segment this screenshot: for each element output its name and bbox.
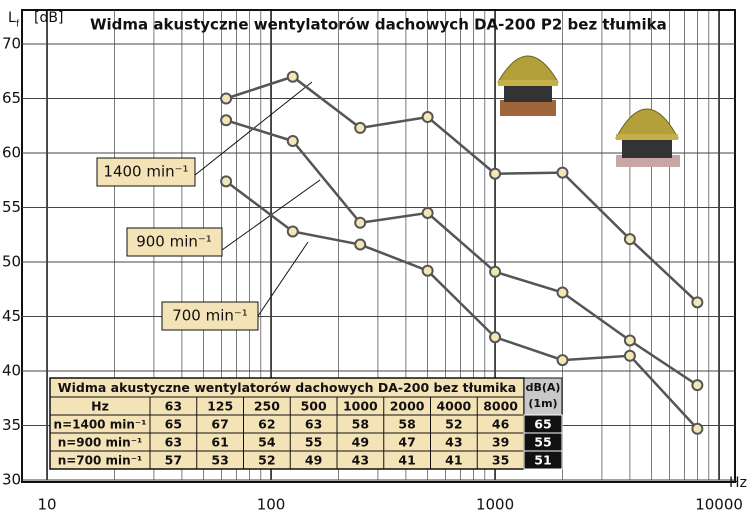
data-point <box>489 331 502 344</box>
series-line <box>225 119 699 387</box>
y-tick-label: 45 <box>2 307 21 325</box>
table-cell: 67 <box>211 417 228 432</box>
dba-cell: 65 <box>534 417 551 432</box>
table-cell: 43 <box>352 453 369 468</box>
y-tick-label: 50 <box>2 253 21 271</box>
table-cell: 57 <box>165 453 182 468</box>
data-point <box>421 111 434 124</box>
y-tick-label: 30 <box>2 471 21 489</box>
data-point <box>691 422 704 435</box>
y-tick-label: 35 <box>2 416 21 434</box>
row-label: n=900 min⁻¹ <box>58 436 143 450</box>
table-cell: 52 <box>258 453 275 468</box>
x-tick-label: 100 <box>257 496 286 514</box>
table-cell: 53 <box>211 453 228 468</box>
table-cell: 63 <box>305 417 322 432</box>
table-bg <box>49 377 525 470</box>
row-label: n=700 min⁻¹ <box>58 454 143 468</box>
data-point <box>354 121 367 134</box>
series-line <box>225 180 699 430</box>
callout-label: 700 min⁻¹ <box>172 307 248 325</box>
data-point <box>354 216 367 229</box>
table-header: 4000 <box>436 399 471 414</box>
dba-header: dB(A) (1m) <box>526 381 561 410</box>
table-cell: 49 <box>305 453 322 468</box>
data-point <box>489 167 502 180</box>
data-table: Widma akustyczne wentylatorów dachowych … <box>49 377 563 470</box>
table-header: Hz <box>91 399 109 414</box>
y-label: L <box>8 10 16 26</box>
y-tick-label: 60 <box>2 144 21 162</box>
table-cell: 49 <box>352 435 369 450</box>
data-point <box>556 166 569 179</box>
table-cell: 47 <box>398 435 415 450</box>
data-point <box>286 225 299 238</box>
y-tick-label: 55 <box>2 198 21 216</box>
table-cell: 58 <box>352 417 369 432</box>
fan-image <box>497 55 559 116</box>
table-cell: 46 <box>492 417 510 432</box>
table-cell: 52 <box>445 417 462 432</box>
callout-label: 1400 min⁻¹ <box>103 163 188 181</box>
data-point <box>354 238 367 251</box>
callout-label: 900 min⁻¹ <box>136 233 212 251</box>
table-cell: 35 <box>492 453 509 468</box>
dba-cell-bg <box>523 450 563 470</box>
data-point <box>556 354 569 367</box>
row-label: n=1400 min⁻¹ <box>54 418 147 432</box>
table-title: Widma akustyczne wentylatorów dachowych … <box>58 380 516 395</box>
table-header: 63 <box>165 399 182 414</box>
dba-cell: 51 <box>534 453 551 468</box>
table-cell: 54 <box>258 435 276 450</box>
x-label: Hz <box>729 475 747 491</box>
y-tick-label: 40 <box>2 362 21 380</box>
data-point <box>220 114 233 127</box>
data-point <box>286 135 299 148</box>
table-cell: 55 <box>305 435 322 450</box>
table-cell: 61 <box>211 435 228 450</box>
table-cell: 65 <box>165 417 182 432</box>
y-tick-label: 70 <box>2 35 21 53</box>
table-cell: 43 <box>445 435 462 450</box>
table-header: 250 <box>254 399 280 414</box>
data-point <box>286 70 299 83</box>
data-point <box>691 296 704 309</box>
table-header: 8000 <box>483 399 518 414</box>
table-cell: 62 <box>258 417 275 432</box>
x-tick-label: 10 <box>38 496 57 514</box>
x-tick-label: 10000 <box>695 496 743 514</box>
table-cell: 41 <box>398 453 415 468</box>
dba-header-bg <box>523 377 563 416</box>
table-cell: 58 <box>398 417 415 432</box>
data-point <box>421 206 434 219</box>
data-point <box>691 379 704 392</box>
table-header: 125 <box>207 399 233 414</box>
data-point <box>623 349 636 362</box>
series <box>220 70 704 435</box>
table-header: 1000 <box>343 399 378 414</box>
y-unit: [dB] <box>34 10 63 26</box>
data-point <box>556 286 569 299</box>
data-point <box>421 264 434 277</box>
data-point <box>489 265 502 278</box>
fan-image <box>615 108 680 167</box>
table-cell: 39 <box>492 435 509 450</box>
table-cell: 63 <box>165 435 182 450</box>
data-point <box>220 175 233 188</box>
dba-cell: 55 <box>534 435 551 450</box>
data-point <box>623 334 636 347</box>
chart-title: Widma akustyczne wentylatorów dachowych … <box>90 16 667 34</box>
table-header: 500 <box>301 399 327 414</box>
y-tick-label: 65 <box>2 89 21 107</box>
data-point <box>220 92 233 105</box>
callouts: 1400 min⁻¹ 900 min⁻¹ 700 min⁻¹ <box>96 81 321 331</box>
series-line <box>225 75 699 304</box>
x-tick-label: 1000 <box>476 496 514 514</box>
table-header: 2000 <box>390 399 425 414</box>
table-cell: 41 <box>445 453 462 468</box>
y-label-sub: f <box>16 20 20 30</box>
data-point <box>623 233 636 246</box>
